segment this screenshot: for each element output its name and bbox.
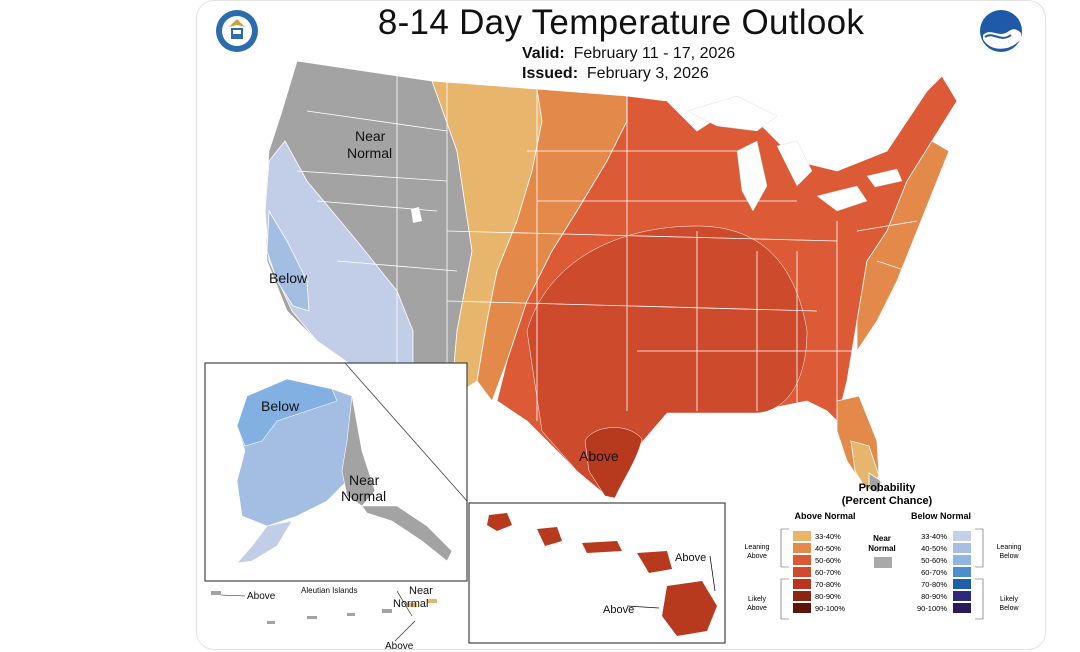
state-borders	[296, 61, 918, 421]
region-labels: Near Normal Below Above Below Near Norma…	[247, 128, 706, 649]
aleutian-leader	[396, 590, 413, 617]
above-70-80-region	[584, 427, 643, 499]
valid-dates: February 11 - 17, 2026	[573, 45, 736, 62]
conus-map	[264, 60, 958, 499]
legend-below-swatch	[953, 555, 971, 565]
doc-seal-logo	[216, 10, 258, 52]
legend-below-bin: 60-70%	[921, 568, 947, 577]
legend-near-1: Near	[873, 534, 891, 543]
legend-below-bin: 80-90%	[921, 592, 947, 601]
alaska-near-normal-region	[341, 395, 376, 507]
legend-likely-above-2: Above	[747, 605, 767, 612]
legend-bracket	[780, 528, 789, 568]
legend-below-bin: 90-100%	[917, 604, 947, 613]
hawaii-above-label-1: Above	[675, 552, 706, 564]
legend-above-swatch	[793, 543, 811, 553]
legend-subtitle: (Percent Chance)	[842, 495, 933, 507]
aleutian-near-label-1: Near	[409, 585, 433, 597]
conus-near-normal-label-2: Normal	[347, 145, 392, 161]
aleutian-leader-3	[394, 620, 416, 642]
aleutian-above-label-2: Above	[385, 641, 414, 649]
legend-below-swatch	[953, 531, 971, 541]
conus-above-label: Above	[579, 448, 619, 464]
legend-below-swatch	[953, 591, 971, 601]
conus-near-normal-label-1: Near	[355, 128, 386, 144]
legend-likely-below-1: Likely	[1000, 596, 1018, 603]
florida-tip-region	[868, 472, 882, 494]
legend: Probability (Percent Chance) Above Norma…	[745, 482, 1022, 620]
legend-bracket	[780, 578, 789, 620]
outlook-map-frame: Near Normal Below Above Below Near Norma…	[196, 0, 1046, 650]
legend-near-2: Normal	[868, 544, 896, 553]
legend-above-bin: 33-40%	[815, 532, 841, 541]
alaska-peninsula	[236, 520, 293, 564]
legend-above-bin: 80-90%	[815, 592, 841, 601]
page-title: 8-14 Day Temperature Outlook	[377, 3, 865, 42]
legend-above-swatch	[793, 591, 811, 601]
above-40-50-east-region	[856, 140, 950, 353]
legend-likely-below-2: Below	[999, 605, 1019, 612]
alaska-panhandle	[361, 505, 453, 562]
legend-rows: 33-40% 33-40% 40-50% 40-50% 50-60% 50-60% 60-7…	[780, 528, 984, 620]
issued-label: Issued:	[522, 65, 579, 82]
hawaii-big-island	[662, 581, 717, 636]
legend-above-swatch	[793, 555, 811, 565]
alaska-below-label: Below	[261, 398, 300, 414]
legend-below-bin: 70-80%	[921, 580, 947, 589]
legend-leaning-below-1: Leaning	[997, 544, 1022, 551]
legend-above-swatch	[793, 579, 811, 589]
legend-above-swatch	[793, 567, 811, 577]
legend-above-bin: 90-100%	[815, 604, 845, 613]
legend-below-header: Below Normal	[911, 511, 971, 521]
legend-bracket	[975, 528, 984, 568]
legend-bracket	[975, 578, 984, 620]
legend-below-swatch	[953, 579, 971, 589]
legend-above-swatch	[793, 531, 811, 541]
legend-above-header: Above Normal	[794, 511, 855, 521]
outlook-map: Near Normal Below Above Below Near Norma…	[204, 60, 1022, 649]
legend-likely-above-1: Likely	[748, 596, 766, 603]
noaa-logo	[980, 10, 1022, 52]
legend-above-bin: 70-80%	[815, 580, 841, 589]
alaska-near-label-1: Near	[349, 472, 380, 488]
legend-above-bin: 50-60%	[815, 556, 841, 565]
legend-below-swatch	[953, 567, 971, 577]
legend-below-bin: 33-40%	[921, 532, 947, 541]
legend-leaning-below-2: Below	[999, 553, 1019, 560]
alaska-near-label-2: Normal	[341, 488, 386, 504]
below-40-50-region	[266, 209, 310, 312]
hawaii-above-label-2: Above	[603, 604, 634, 616]
hawaii-kauai	[487, 513, 512, 531]
conus-below-label: Below	[269, 270, 308, 286]
legend-below-bin: 50-60%	[921, 556, 947, 565]
valid-line: Valid: February 11 - 17, 2026	[522, 45, 735, 63]
legend-above-bin: 60-70%	[815, 568, 841, 577]
hawaii-inset	[468, 502, 726, 644]
alaska-below-50-60-region	[236, 378, 338, 447]
aleutian-islands	[211, 591, 437, 624]
legend-near-swatch	[874, 557, 892, 568]
aleutian-above-label: Above	[247, 591, 276, 602]
legend-above-swatch	[793, 603, 811, 613]
great-lakes	[686, 95, 903, 212]
hawaii-oahu	[537, 527, 562, 546]
legend-above-bin: 40-50%	[815, 544, 841, 553]
salt-lake	[411, 207, 422, 223]
hawaii-molokai	[582, 541, 622, 553]
hawaii-maui	[637, 551, 672, 573]
aleutian-islands-label: Aleutian Islands	[301, 586, 357, 595]
legend-below-swatch	[953, 603, 971, 613]
aleutian-leader-2	[220, 594, 246, 597]
legend-below-swatch	[953, 543, 971, 553]
aleutian-near-label-2: Normal	[393, 598, 428, 610]
alaska-inset	[204, 362, 468, 624]
legend-title: Probability	[859, 482, 917, 494]
valid-label: Valid:	[522, 45, 565, 62]
legend-leaning-above-1: Leaning	[745, 544, 770, 551]
issued-line: Issued: February 3, 2026	[522, 65, 709, 83]
issued-date: February 3, 2026	[586, 65, 709, 82]
legend-leaning-above-2: Above	[747, 553, 767, 560]
legend-below-bin: 40-50%	[921, 544, 947, 553]
above-60-70-region	[526, 225, 808, 497]
